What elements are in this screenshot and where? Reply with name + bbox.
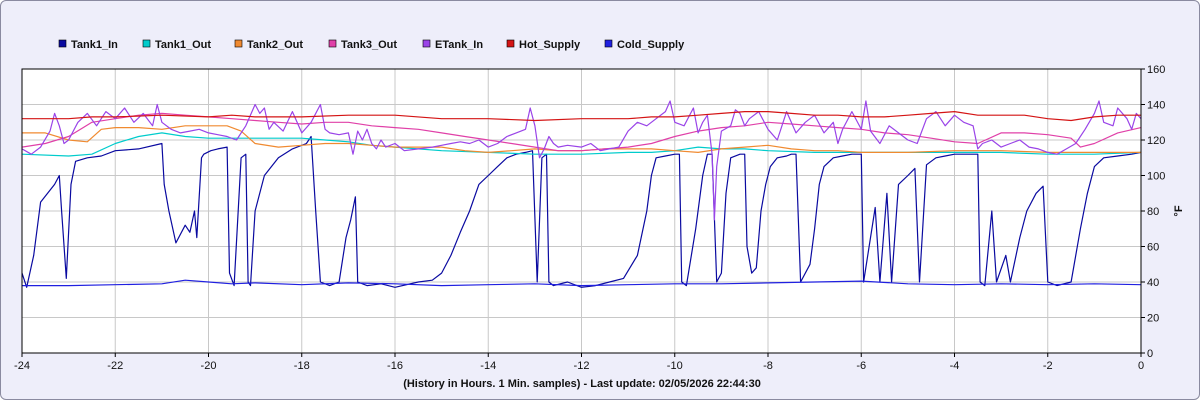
- y-tick-label: 40: [1147, 277, 1159, 289]
- series-line-tank1-in: [21, 135, 1142, 288]
- legend-swatch: [422, 39, 431, 48]
- series-layer: [21, 100, 1142, 288]
- legend-swatch: [506, 39, 515, 48]
- legend-swatch: [328, 39, 337, 48]
- legend-item-tank1-out: Tank1_Out: [142, 39, 211, 51]
- x-tick-label: -6: [856, 360, 866, 372]
- legend-swatch: [142, 39, 151, 48]
- x-tick-label: -16: [387, 360, 403, 372]
- x-tick-label: -14: [480, 360, 496, 372]
- series-line-hot-supply: [22, 111, 1141, 122]
- x-tick-label: -18: [294, 360, 310, 372]
- legend-item-hot-supply: Hot_Supply: [506, 39, 581, 51]
- series-line-cold-supply: [22, 279, 1142, 287]
- legend-item-tank2-out: Tank2_Out: [234, 39, 303, 51]
- x-tick-label: -8: [763, 360, 773, 372]
- x-tick-label: -20: [201, 360, 217, 372]
- legend-item-tank1-in: Tank1_In: [58, 39, 118, 51]
- legend: Tank1_In Tank1_Out Tank2_Out Tank3_Out ETank…: [58, 39, 685, 51]
- y-tick-label: 0: [1147, 348, 1153, 360]
- legend-label: Tank1_In: [71, 39, 118, 51]
- y-tick-label: 120: [1147, 135, 1165, 147]
- x-tick-label: 0: [1138, 360, 1144, 372]
- legend-label: Tank3_Out: [341, 39, 397, 51]
- legend-label: Hot_Supply: [519, 39, 581, 51]
- x-tick-label: -10: [667, 360, 683, 372]
- x-tick-label: -12: [574, 360, 590, 372]
- y-tick-label: 80: [1147, 206, 1159, 218]
- legend-item-tank3-out: Tank3_Out: [328, 39, 397, 51]
- y-axis-unit-label: °F: [1173, 205, 1185, 216]
- legend-swatch: [234, 39, 243, 48]
- legend-swatch: [58, 39, 67, 48]
- legend-item-etank-in: ETank_In: [422, 39, 483, 51]
- y-tick-label: 160: [1147, 64, 1165, 76]
- x-tick-label: -22: [107, 360, 123, 372]
- series-line-etank-in: [21, 100, 1142, 221]
- x-tick-label: -2: [1043, 360, 1053, 372]
- footer-caption: (History in Hours. 1 Min. samples) - Las…: [403, 378, 761, 390]
- legend-swatch: [604, 39, 613, 48]
- y-tick-label: 60: [1147, 242, 1159, 254]
- legend-label: Tank2_Out: [247, 39, 303, 51]
- legend-label: ETank_In: [435, 39, 483, 51]
- y-tick-label: 140: [1147, 100, 1165, 112]
- legend-label: Cold_Supply: [617, 39, 685, 51]
- x-axis: -24 -22 -20 -18 -16 -14 -12 -10 -8 -6 -4 -2 0: [14, 353, 1144, 372]
- legend-item-cold-supply: Cold_Supply: [604, 39, 685, 51]
- y-tick-label: 20: [1147, 313, 1159, 325]
- x-tick-label: -24: [14, 360, 30, 372]
- y-tick-label: 100: [1147, 171, 1165, 183]
- y-axis: 0 20 40 60 80 100 120 140 160: [1141, 64, 1165, 360]
- legend-label: Tank1_Out: [155, 39, 211, 51]
- x-tick-label: -4: [950, 360, 960, 372]
